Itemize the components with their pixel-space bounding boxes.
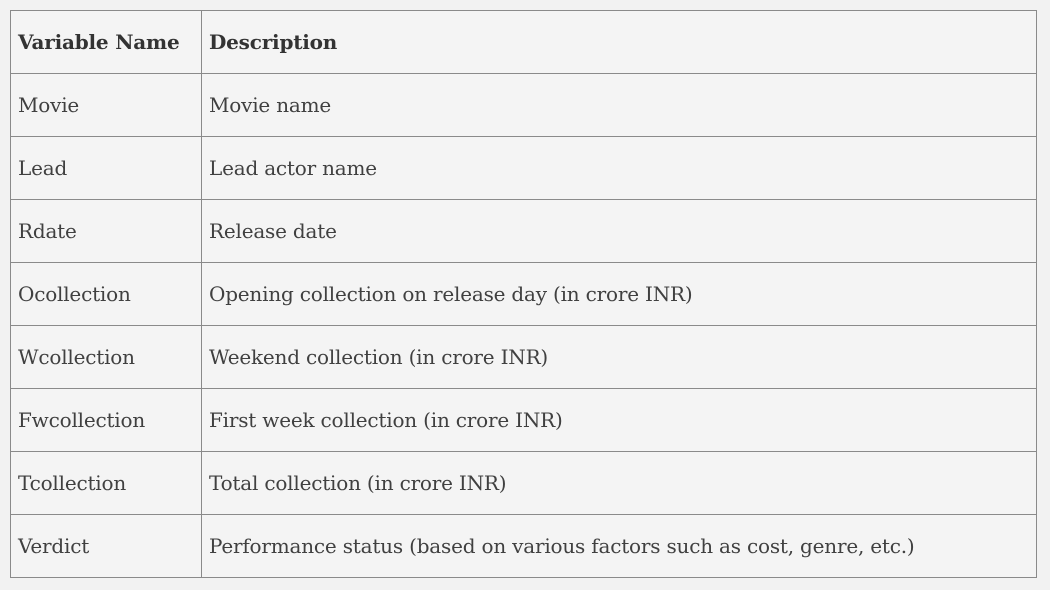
cell-variable: Rdate <box>10 199 202 263</box>
cell-variable: Wcollection <box>10 325 202 389</box>
cell-description: First week collection (in crore INR) <box>201 388 1037 452</box>
cell-description: Performance status (based on various fac… <box>201 514 1037 578</box>
cell-description: Release date <box>201 199 1037 263</box>
table-row: Verdict Performance status (based on var… <box>10 514 1037 578</box>
table-row: Ocollection Opening collection on releas… <box>10 262 1037 326</box>
table-header-row: Variable Name Description <box>10 10 1037 74</box>
table-row: Fwcollection First week collection (in c… <box>10 388 1037 452</box>
cell-variable: Ocollection <box>10 262 202 326</box>
cell-description: Lead actor name <box>201 136 1037 200</box>
table-row: Rdate Release date <box>10 199 1037 263</box>
header-description: Description <box>201 10 1037 74</box>
header-variable-name: Variable Name <box>10 10 202 74</box>
cell-description: Total collection (in crore INR) <box>201 451 1037 515</box>
table-row: Lead Lead actor name <box>10 136 1037 200</box>
cell-description: Opening collection on release day (in cr… <box>201 262 1037 326</box>
cell-variable: Movie <box>10 73 202 137</box>
table-row: Wcollection Weekend collection (in crore… <box>10 325 1037 389</box>
cell-variable: Verdict <box>10 514 202 578</box>
cell-description: Movie name <box>201 73 1037 137</box>
cell-variable: Fwcollection <box>10 388 202 452</box>
variables-table: Variable Name Description Movie Movie na… <box>10 10 1037 578</box>
cell-variable: Tcollection <box>10 451 202 515</box>
cell-variable: Lead <box>10 136 202 200</box>
cell-description: Weekend collection (in crore INR) <box>201 325 1037 389</box>
table-row: Tcollection Total collection (in crore I… <box>10 451 1037 515</box>
table-row: Movie Movie name <box>10 73 1037 137</box>
